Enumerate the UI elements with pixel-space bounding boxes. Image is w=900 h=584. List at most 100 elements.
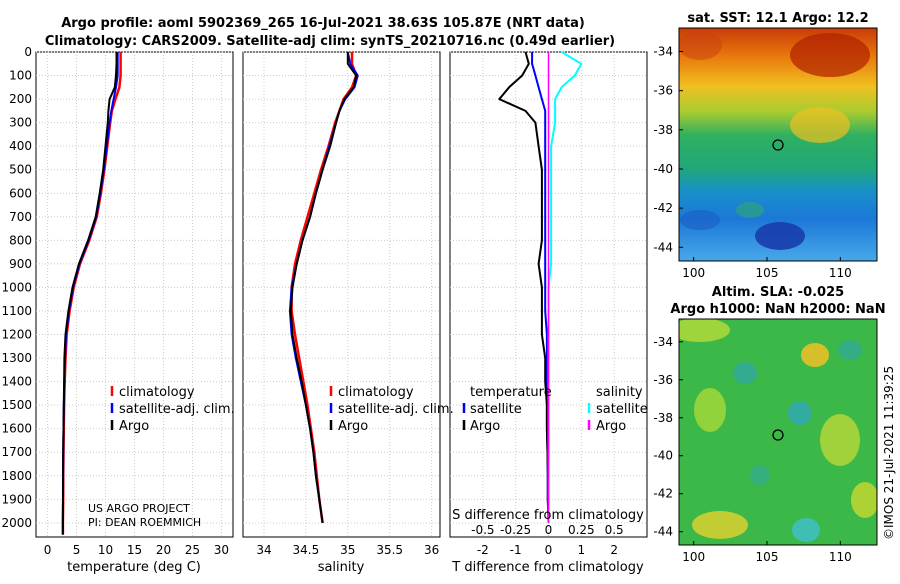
- map-x-tick-label: 110: [829, 266, 852, 280]
- legend-label-climatology: climatology: [338, 385, 414, 400]
- depth-tick-label: 0: [24, 45, 32, 59]
- salinity-legend: climatology satellite-adj. clim. Argo: [329, 385, 454, 434]
- series-line-argo: [61, 52, 118, 535]
- map-y-tick-label: -44: [653, 525, 673, 539]
- sst-argo-marker: [772, 139, 784, 151]
- figure-title-line2: Climatology: CARS2009. Satellite-adj cli…: [45, 34, 615, 49]
- depth-tick-label: 1000: [1, 280, 32, 294]
- map-y-tick-label: -42: [653, 201, 673, 215]
- depth-tick-label: 500: [9, 163, 32, 177]
- credit-line1: US ARGO PROJECT: [88, 502, 190, 515]
- map-y-tick-label: -40: [653, 162, 673, 176]
- map-y-tick-label: -34: [653, 44, 673, 58]
- sla-low-patch: [788, 401, 812, 425]
- x-tick-label: 20: [156, 543, 171, 557]
- legend-label-t-satellite: satellite: [470, 402, 522, 417]
- x-tick-label: 34.5: [293, 543, 320, 557]
- map-x-tick-label: 110: [829, 550, 852, 564]
- sla-high-patch: [801, 343, 829, 367]
- x-tick-label: 36: [424, 543, 439, 557]
- legend-label-s-satellite: satellite: [596, 402, 648, 417]
- temperature-plot-frame: [35, 51, 234, 538]
- depth-tick-label: 700: [9, 210, 32, 224]
- legend-label-satellite: satellite-adj. clim.: [119, 402, 235, 417]
- map-y-tick-label: -34: [653, 335, 673, 349]
- x-tick-label: -2: [477, 543, 489, 557]
- s-diff-tick-label: 0: [545, 523, 553, 537]
- sla-map-frame: [678, 318, 878, 546]
- map-y-tick-label: -40: [653, 449, 673, 463]
- legend-label-argo: Argo: [338, 419, 368, 434]
- figure-title-line1: Argo profile: aoml 5902369_265 16-Jul-20…: [61, 16, 585, 31]
- depth-tick-label: 1500: [1, 398, 32, 412]
- sla-high-patch: [679, 319, 730, 342]
- depth-tick-label: 1800: [1, 469, 32, 483]
- depth-tick-label: 1900: [1, 492, 32, 506]
- map-y-tick-label: -38: [653, 123, 673, 137]
- sst-cold-patch: [755, 222, 805, 250]
- sst-map-frame: [678, 27, 878, 262]
- depth-tick-label: 2000: [1, 516, 32, 530]
- depth-tick-label: 100: [9, 69, 32, 83]
- x-tick-label: 15: [127, 543, 142, 557]
- credit-line2: PI: DEAN ROEMMICH: [88, 516, 201, 529]
- x-tick-label: 0: [44, 543, 52, 557]
- sst-warm-patch: [679, 30, 722, 60]
- depth-tick-label: 400: [9, 139, 32, 153]
- depth-tick-label: 200: [9, 92, 32, 106]
- t-difference-axis-label: T difference from climatology: [451, 560, 644, 575]
- sst-warm-patch: [790, 33, 870, 77]
- depth-tick-label: 800: [9, 233, 32, 247]
- map-x-tick-label: 105: [756, 266, 779, 280]
- sla-argo-marker: [772, 429, 784, 441]
- sst-green-eddy: [736, 202, 764, 218]
- sla-high-patch: [851, 482, 877, 518]
- x-tick-label: 30: [214, 543, 229, 557]
- depth-tick-label: 600: [9, 186, 32, 200]
- legend-label-climatology: climatology: [119, 385, 195, 400]
- depth-tick-label: 1700: [1, 445, 32, 459]
- sla-low-patch: [750, 465, 770, 485]
- salinity-plot-frame: [242, 51, 441, 538]
- s-diff-tick-label: 0.5: [605, 523, 624, 537]
- x-tick-label: 35.5: [376, 543, 403, 557]
- x-tick-label: 34: [256, 543, 271, 557]
- series-line-t-argo: [498, 51, 550, 523]
- s-diff-tick-label: -0.25: [500, 523, 531, 537]
- depth-tick-label: 1100: [1, 304, 32, 318]
- sst-cold-patch: [680, 210, 720, 230]
- x-tick-label: 25: [185, 543, 200, 557]
- x-tick-label: 2: [610, 543, 618, 557]
- sla-low-patch: [838, 340, 862, 360]
- x-tick-label: 5: [73, 543, 81, 557]
- sla-high-patch: [820, 414, 860, 466]
- legend-label-t-argo: Argo: [470, 419, 500, 434]
- sst-map: [679, 28, 877, 261]
- map-y-tick-label: -36: [653, 84, 673, 98]
- sla-map-title-line1: Altim. SLA: -0.025: [712, 285, 844, 300]
- x-tick-label: 1: [578, 543, 586, 557]
- legend-label-satellite: satellite-adj. clim.: [338, 402, 454, 417]
- depth-tick-label: 1600: [1, 422, 32, 436]
- series-line-argo: [289, 52, 358, 524]
- legend-label-s-argo: Argo: [596, 419, 626, 434]
- depth-tick-label: 1400: [1, 375, 32, 389]
- temperature-axis-label: temperature (deg C): [67, 560, 201, 575]
- sla-low-patch: [733, 362, 757, 384]
- map-y-tick-label: -44: [653, 240, 673, 254]
- depth-tick-label: 1300: [1, 351, 32, 365]
- depth-tick-label: 900: [9, 257, 32, 271]
- x-tick-label: -1: [510, 543, 522, 557]
- s-diff-tick-label: -0.5: [471, 523, 494, 537]
- salinity-axis-label: salinity: [318, 560, 365, 575]
- map-x-tick-label: 105: [756, 550, 779, 564]
- depth-tick-label: 300: [9, 116, 32, 130]
- map-y-tick-label: -36: [653, 373, 673, 387]
- x-tick-label: 10: [98, 543, 113, 557]
- map-y-tick-label: -42: [653, 487, 673, 501]
- legend-title-temperature: temperature: [470, 385, 552, 400]
- x-tick-label: 0: [545, 543, 553, 557]
- s-diff-tick-label: 0.25: [568, 523, 595, 537]
- map-y-tick-label: -38: [653, 411, 673, 425]
